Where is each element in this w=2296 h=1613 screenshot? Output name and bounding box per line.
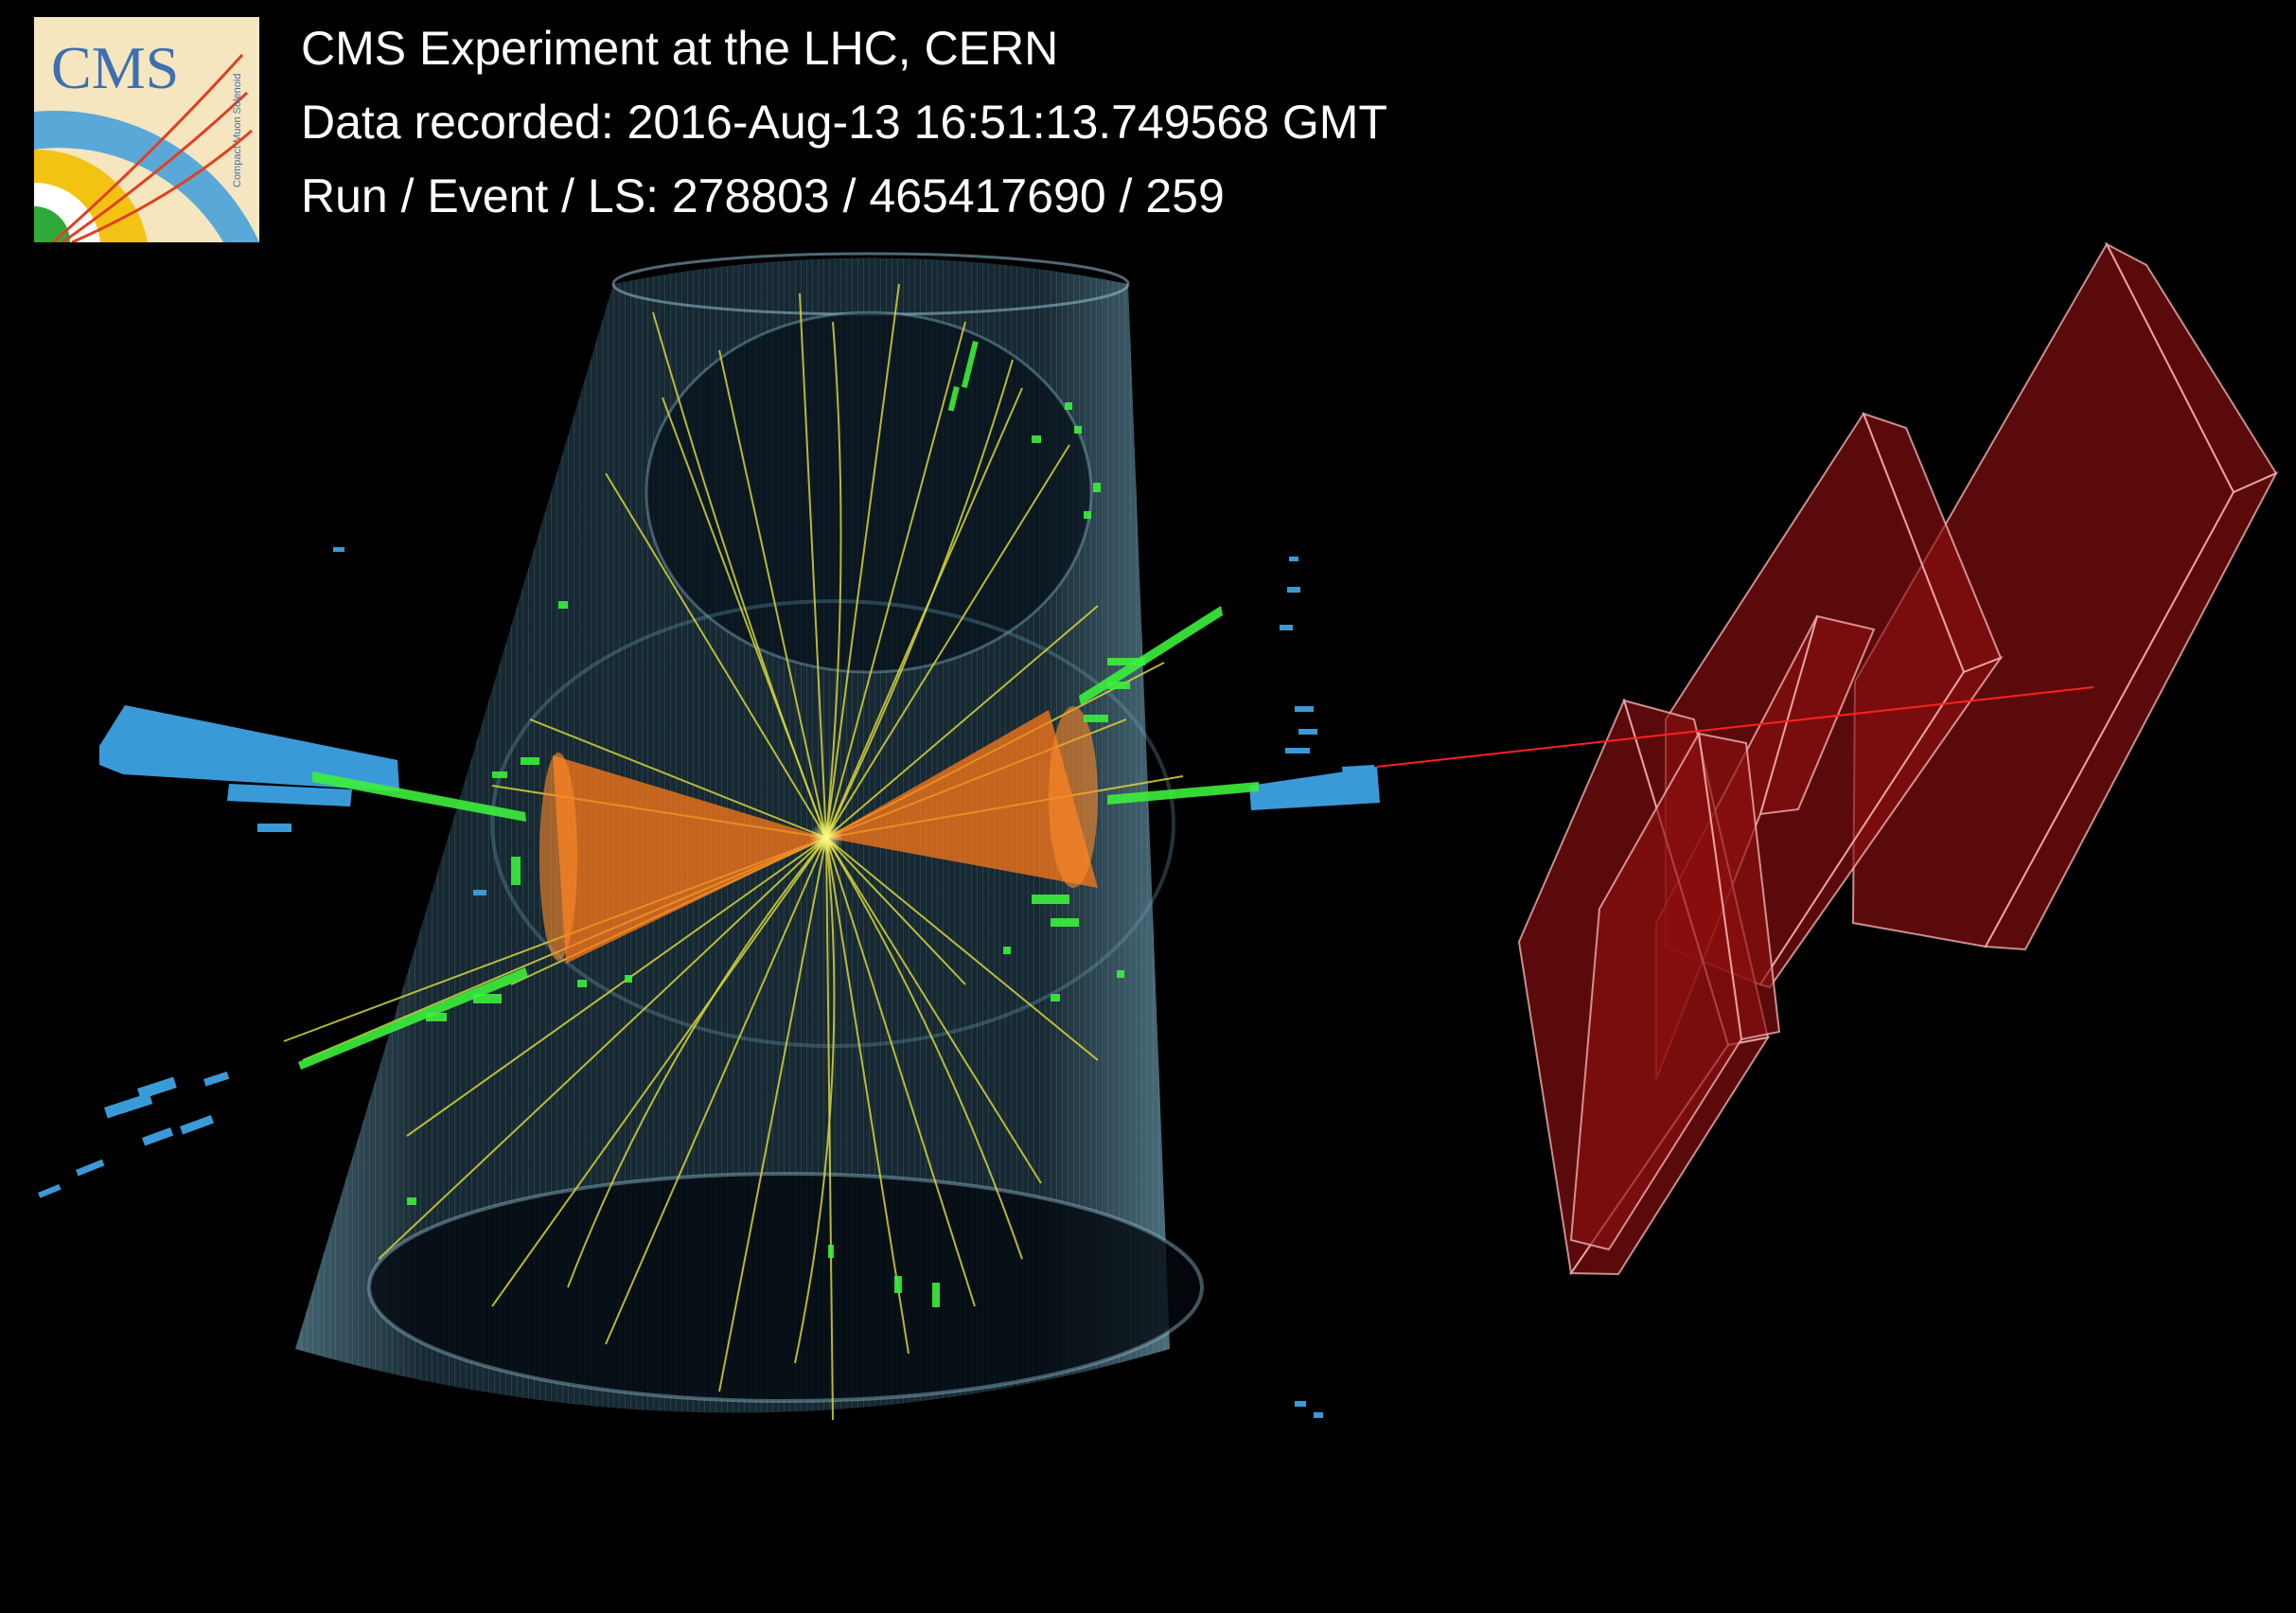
run-event-line: Run / Event / LS: 278803 / 465417690 / 2… — [301, 169, 1225, 222]
logo-subtext: Compact Muon Solenoid — [232, 74, 243, 187]
logo-text: CMS — [51, 34, 179, 101]
ecal-deposits — [298, 341, 1259, 1307]
muon-track — [1376, 686, 2094, 768]
cms-logo: CMS Compact Muon Solenoid — [34, 17, 259, 242]
jet-cones — [539, 706, 1098, 964]
experiment-title: CMS Experiment at the LHC, CERN — [301, 22, 1059, 75]
muon-chambers — [1517, 241, 2279, 1276]
interaction-vertex — [809, 821, 843, 855]
hcal-deposits — [37, 547, 1380, 1418]
data-recorded-line: Data recorded: 2016-Aug-13 16:51:13.7495… — [301, 96, 1387, 149]
